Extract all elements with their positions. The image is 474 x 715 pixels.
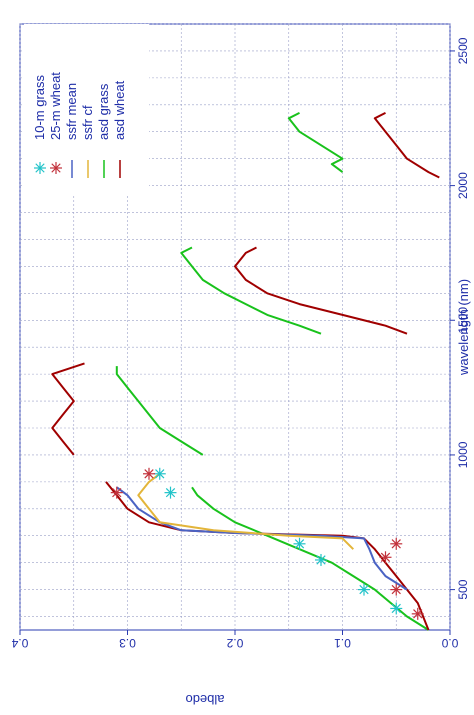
marker-25-m-wheat <box>411 607 424 620</box>
marker-10-m-grass <box>315 553 327 566</box>
y-tick-label: 0.4 <box>11 636 28 650</box>
series-line-asd-wheat <box>234 246 408 335</box>
legend-label: asd wheat <box>112 80 127 140</box>
legend-label: 10-m grass <box>32 74 47 140</box>
marker-25-m-wheat <box>379 551 392 564</box>
legend-label: 25-m wheat <box>48 72 63 140</box>
marker-layer <box>110 467 424 620</box>
series-line-asd-wheat <box>51 362 85 456</box>
series-line-asd-grass <box>287 112 344 173</box>
x-tick-label: 1500 <box>456 307 470 334</box>
series-line-ssfr-cf <box>137 473 355 550</box>
series-line-asd-wheat <box>373 112 440 179</box>
marker-10-m-grass <box>390 602 403 615</box>
marker-25-m-wheat <box>390 583 403 596</box>
y-tick-label: 0.1 <box>334 636 351 650</box>
y-tick-label: 0.3 <box>119 636 136 650</box>
x-tick-label: 500 <box>456 579 470 599</box>
legend-label: asd grass <box>96 83 111 140</box>
series-line-ssfr-mean <box>116 486 408 591</box>
x-tick-label: 2500 <box>456 37 470 64</box>
series-line-asd-grass <box>115 366 204 456</box>
x-tick-label: 1000 <box>456 441 470 468</box>
marker-10-m-grass <box>293 537 306 550</box>
y-tick-label: 0.0 <box>441 636 458 650</box>
marker-10-m-grass <box>153 467 166 480</box>
marker-25-m-wheat <box>50 162 62 174</box>
series-layer <box>51 112 440 631</box>
marker-10-m-grass <box>164 486 177 499</box>
legend-label: ssfr cf <box>80 105 95 140</box>
legend-label: ssfr mean <box>64 83 79 140</box>
y-tick-label: 0.2 <box>226 636 243 650</box>
marker-25-m-wheat <box>390 537 403 550</box>
y-axis-title: albedo <box>185 692 224 707</box>
legend-box <box>24 24 149 196</box>
series-line-asd-wheat <box>105 481 430 631</box>
marker-10-m-grass <box>358 583 370 596</box>
marker-25-m-wheat <box>143 467 155 480</box>
x-tick-label: 2000 <box>456 172 470 199</box>
x-axis-title: wavelength (nm) <box>456 279 471 376</box>
series-line-asd-grass <box>180 246 322 335</box>
marker-25-m-wheat <box>110 486 123 499</box>
axis-layer: 500 1000 1500 2000 2500 0.0 0.1 0.2 0.3 0.4 <box>11 37 469 650</box>
legend: 10-m grass 25-m wheat ssfr mean ssfr cf asd … <box>24 24 149 196</box>
marker-10-m-grass <box>34 162 46 174</box>
